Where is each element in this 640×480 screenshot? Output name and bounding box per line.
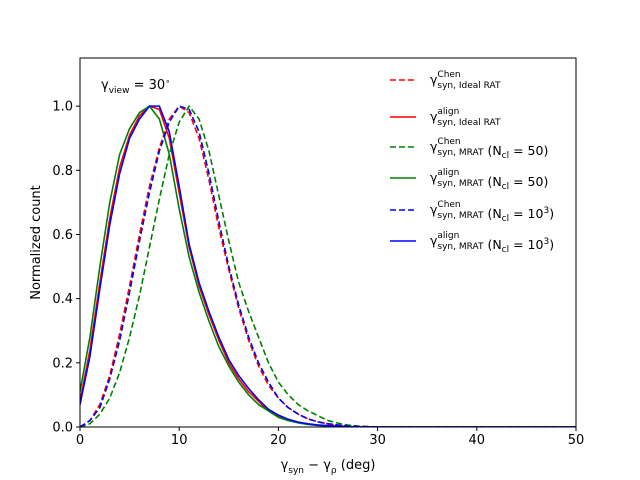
legend-label-2: γalign syn, Ideal RAT <box>430 107 501 128</box>
axes-frame <box>79 57 577 428</box>
x-tick-label: 0 <box>76 433 84 448</box>
legend-label-1: γChen syn, Ideal RAT <box>430 70 501 91</box>
y-tick-label: 0.2 <box>52 356 73 371</box>
y-tick-label: 0.6 <box>52 228 73 243</box>
legend-label-3: γChen syn, MRAT (Ncl = 50) <box>430 137 548 161</box>
axes: 0 10 20 30 40 50 0.0 0.2 0.4 0.6 0.8 1.0 <box>52 57 585 448</box>
series-line-2 <box>80 105 576 427</box>
x-tick-label: 20 <box>270 433 287 448</box>
legend-label-6: γalign syn, MRAT (Ncl = 103) <box>430 231 554 255</box>
x-tick-label: 10 <box>171 433 188 448</box>
series-line-6 <box>80 105 576 427</box>
legend: γChen syn, Ideal RAT γalign syn, Ideal RAT γ… <box>390 70 554 255</box>
x-tick-label: 40 <box>469 433 486 448</box>
y-tick-label: 1.0 <box>52 100 73 115</box>
x-tick-label: 30 <box>369 433 386 448</box>
series-line-5 <box>80 105 576 427</box>
x-tick-label: 50 <box>568 433 585 448</box>
series-line-1 <box>80 105 576 427</box>
series-line-3 <box>80 105 576 427</box>
legend-label-4: γalign syn, MRAT (Ncl = 50) <box>430 168 548 192</box>
series-line-4 <box>80 105 576 427</box>
y-axis-label: Normalized count <box>29 185 44 300</box>
x-axis-label: γsyn − γρ (deg) <box>281 458 376 476</box>
series-group <box>80 105 576 427</box>
legend-label-5: γChen syn, MRAT (Ncl = 103) <box>430 200 554 224</box>
y-tick-label: 0.4 <box>52 292 73 307</box>
y-tick-label: 0.8 <box>52 164 73 179</box>
y-tick-label: 0.0 <box>52 421 73 436</box>
view-angle-annotation: γview = 30∘ <box>101 77 170 96</box>
plot-area <box>80 105 576 427</box>
